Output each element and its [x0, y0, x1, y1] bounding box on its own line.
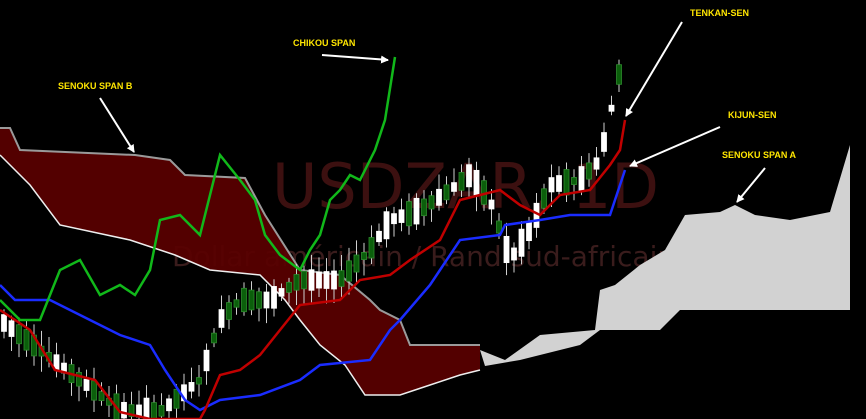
cloud-bearish	[0, 128, 480, 395]
candle-body	[586, 162, 592, 180]
candle-body	[601, 132, 607, 152]
candle-body	[128, 404, 135, 417]
cloud-bullish	[480, 145, 850, 366]
candle-body	[368, 237, 375, 259]
candle-body	[16, 324, 22, 345]
candle-body	[271, 286, 277, 309]
candle-body	[383, 211, 390, 240]
candle-body	[361, 252, 367, 260]
watermark-symbol: USDZAR, 1D	[272, 150, 659, 223]
candle-body	[76, 371, 82, 387]
candle-body	[278, 288, 285, 297]
candle-body	[23, 329, 30, 351]
candle-body	[436, 188, 442, 206]
candle-body	[218, 309, 225, 328]
candle-body	[571, 177, 577, 185]
candle-body	[158, 405, 165, 417]
candle-body	[578, 166, 585, 191]
arrow	[99, 97, 135, 153]
candle-body	[233, 299, 240, 308]
candle-body	[331, 270, 337, 290]
candle-body	[556, 175, 562, 192]
candle-body	[563, 169, 570, 196]
candle-body	[1, 314, 7, 332]
annotation: TENKAN-SEN	[690, 8, 749, 18]
candle-body	[488, 199, 495, 210]
candle-body	[83, 378, 90, 391]
candle-body	[286, 281, 292, 293]
candle-body	[548, 177, 555, 193]
candle-body	[263, 291, 270, 309]
candle-body	[248, 289, 255, 311]
candle-body	[451, 182, 457, 192]
candle-body	[398, 209, 405, 223]
candle-body	[421, 198, 427, 217]
candle-body	[8, 320, 15, 337]
candle-body	[98, 391, 105, 402]
candle-body	[301, 270, 307, 290]
candle-body	[353, 254, 360, 273]
candle-body	[316, 271, 322, 289]
candle-body	[526, 221, 532, 242]
candle-body	[503, 235, 510, 264]
chikou-line	[0, 56, 397, 322]
candle-body	[211, 332, 217, 344]
annotation: SENOKU SPAN A	[722, 150, 797, 160]
candle-body	[188, 382, 195, 392]
candle-body	[203, 349, 210, 372]
candles	[1, 59, 622, 419]
candle-body	[391, 213, 397, 225]
candle-body	[428, 195, 435, 210]
candle-body	[496, 220, 502, 234]
candle-body	[256, 291, 262, 309]
candle-body	[121, 401, 127, 419]
candle-body	[346, 260, 352, 282]
candle-body	[293, 274, 300, 291]
candle-body	[196, 377, 202, 385]
annotation: KIJUN-SEN	[728, 110, 777, 120]
candle-body	[518, 228, 525, 257]
arrow	[321, 54, 389, 64]
candle-body	[466, 164, 472, 188]
candle-body	[241, 287, 247, 313]
candle-body	[608, 104, 615, 112]
candle-body	[616, 64, 622, 85]
candle-body	[143, 397, 150, 419]
candle-body	[443, 184, 450, 201]
candle-body	[166, 398, 172, 412]
candle-body	[458, 172, 465, 191]
candle-body	[308, 269, 315, 291]
candle-body	[91, 380, 97, 401]
candle-body	[173, 388, 180, 409]
candle-body	[413, 197, 420, 225]
kijun-line	[0, 169, 627, 412]
arrow	[629, 126, 721, 167]
candle-body	[151, 402, 157, 419]
span-b-line	[0, 127, 480, 346]
span-a-line	[0, 154, 481, 396]
annotation: CHIKOU SPAN	[293, 38, 355, 48]
candle-body	[473, 169, 480, 197]
arrow	[625, 21, 683, 117]
candle-body	[226, 302, 232, 320]
annotation: SENOKU SPAN B	[58, 81, 133, 91]
candle-body	[541, 188, 547, 209]
arrow	[736, 167, 766, 203]
candle-body	[338, 270, 345, 287]
candle-body	[593, 157, 600, 170]
candle-body	[323, 271, 330, 289]
candle-body	[511, 247, 517, 261]
candle-body	[406, 201, 412, 227]
candle-body	[376, 230, 382, 243]
tenkan-line	[0, 119, 627, 419]
